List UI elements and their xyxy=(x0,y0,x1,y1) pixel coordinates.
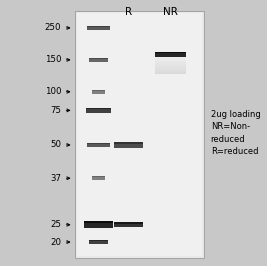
Bar xyxy=(114,222,143,227)
Bar xyxy=(155,61,186,62)
Bar xyxy=(88,240,108,241)
Bar xyxy=(155,58,186,59)
Bar xyxy=(86,108,111,109)
Bar xyxy=(155,72,186,73)
Bar xyxy=(155,64,186,65)
Bar xyxy=(92,90,105,91)
Bar xyxy=(155,67,186,68)
Bar xyxy=(84,221,113,228)
Bar xyxy=(92,176,105,177)
Bar xyxy=(87,143,110,147)
Bar xyxy=(77,13,202,256)
Text: 37: 37 xyxy=(50,174,61,183)
Bar xyxy=(155,71,186,72)
Bar xyxy=(114,142,143,144)
Bar xyxy=(155,63,186,64)
Text: NR: NR xyxy=(163,7,178,17)
Bar xyxy=(155,65,186,66)
Bar xyxy=(87,26,110,30)
Bar xyxy=(92,90,105,94)
Bar xyxy=(155,56,186,57)
Bar xyxy=(92,176,105,180)
Bar xyxy=(155,52,186,57)
Bar xyxy=(84,221,113,223)
Bar xyxy=(87,143,110,144)
Text: 2ug loading
NR=Non-
reduced
R=reduced: 2ug loading NR=Non- reduced R=reduced xyxy=(211,110,260,156)
Text: 100: 100 xyxy=(45,87,61,96)
Bar xyxy=(88,58,108,62)
Bar xyxy=(86,108,111,113)
Bar xyxy=(155,62,186,63)
Bar xyxy=(114,222,143,224)
Bar xyxy=(155,70,186,71)
Text: 75: 75 xyxy=(50,106,61,115)
Text: R: R xyxy=(125,7,132,17)
Text: 20: 20 xyxy=(50,238,61,247)
Text: 250: 250 xyxy=(45,23,61,32)
Bar xyxy=(88,240,108,244)
Bar xyxy=(155,59,186,60)
Bar xyxy=(155,66,186,67)
Bar xyxy=(88,58,108,59)
Bar xyxy=(114,142,143,148)
Bar xyxy=(155,52,186,53)
Bar xyxy=(155,69,186,70)
Bar xyxy=(155,68,186,69)
Bar xyxy=(87,26,110,27)
Text: 25: 25 xyxy=(50,220,61,229)
Text: 150: 150 xyxy=(45,55,61,64)
Bar xyxy=(75,11,205,258)
Bar xyxy=(155,60,186,61)
Text: 50: 50 xyxy=(50,140,61,149)
Bar xyxy=(155,57,186,58)
